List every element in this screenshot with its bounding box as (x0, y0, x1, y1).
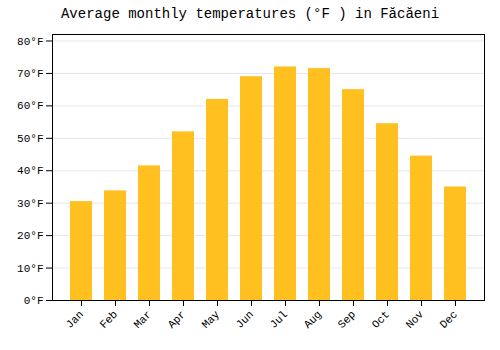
svg-text:Mar: Mar (132, 308, 154, 330)
svg-text:Nov: Nov (404, 308, 427, 331)
svg-text:50°F: 50°F (17, 133, 43, 145)
svg-text:Sep: Sep (336, 308, 358, 330)
svg-text:40°F: 40°F (17, 165, 43, 177)
svg-text:10°F: 10°F (17, 263, 43, 275)
html-text:Average monthly temperatures (: Average monthly temperatures (°F ) in Fă… (61, 6, 439, 22)
svg-text:Feb: Feb (98, 308, 120, 330)
svg-text:20°F: 20°F (17, 230, 43, 242)
svg-text:70°F: 70°F (17, 68, 43, 80)
svg-text:Apr: Apr (166, 308, 188, 330)
svg-text:Dec: Dec (438, 308, 460, 330)
svg-text:80°F: 80°F (17, 36, 43, 48)
svg-text:Aug: Aug (302, 308, 324, 330)
svg-text:May: May (200, 308, 223, 331)
svg-text:Jan: Jan (64, 308, 86, 330)
svg-text:Jun: Jun (234, 308, 256, 330)
svg-text:60°F: 60°F (17, 100, 43, 112)
svg-text:0°F: 0°F (24, 295, 44, 307)
svg-text:Oct: Oct (370, 308, 392, 330)
svg-text:30°F: 30°F (17, 198, 43, 210)
svg-text:Jul: Jul (268, 308, 290, 330)
